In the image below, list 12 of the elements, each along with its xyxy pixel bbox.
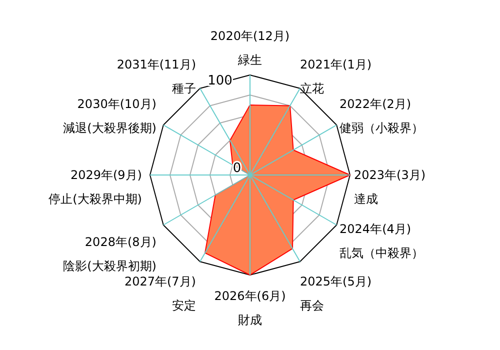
spoke-label: 2025年(5月) 再会	[300, 274, 372, 313]
spoke-label: 2020年(12月) 緑生	[210, 29, 290, 67]
spoke-label: 2024年(4月) 乱気（中殺界）	[340, 222, 424, 260]
spoke-label: 2023年(3月) 達成	[354, 168, 426, 206]
spoke-label: 2029年(9月) 停止(大殺界中期)	[48, 168, 142, 206]
spoke-label: 2027年(7月) 安定	[124, 274, 196, 313]
spoke-label: 2021年(1月) 立花	[300, 57, 372, 96]
spoke-label: 2031年(11月) 種子	[116, 57, 196, 96]
spoke-label: 2028年(8月) 陰影(大殺界初期)	[63, 235, 156, 273]
spoke-label: 2022年(2月) 健弱（小殺界）	[340, 97, 424, 135]
spoke-label: 2026年(6月) 財成	[214, 289, 286, 327]
spoke-label: 2030年(10月) 減退(大殺界後期)	[63, 97, 156, 135]
